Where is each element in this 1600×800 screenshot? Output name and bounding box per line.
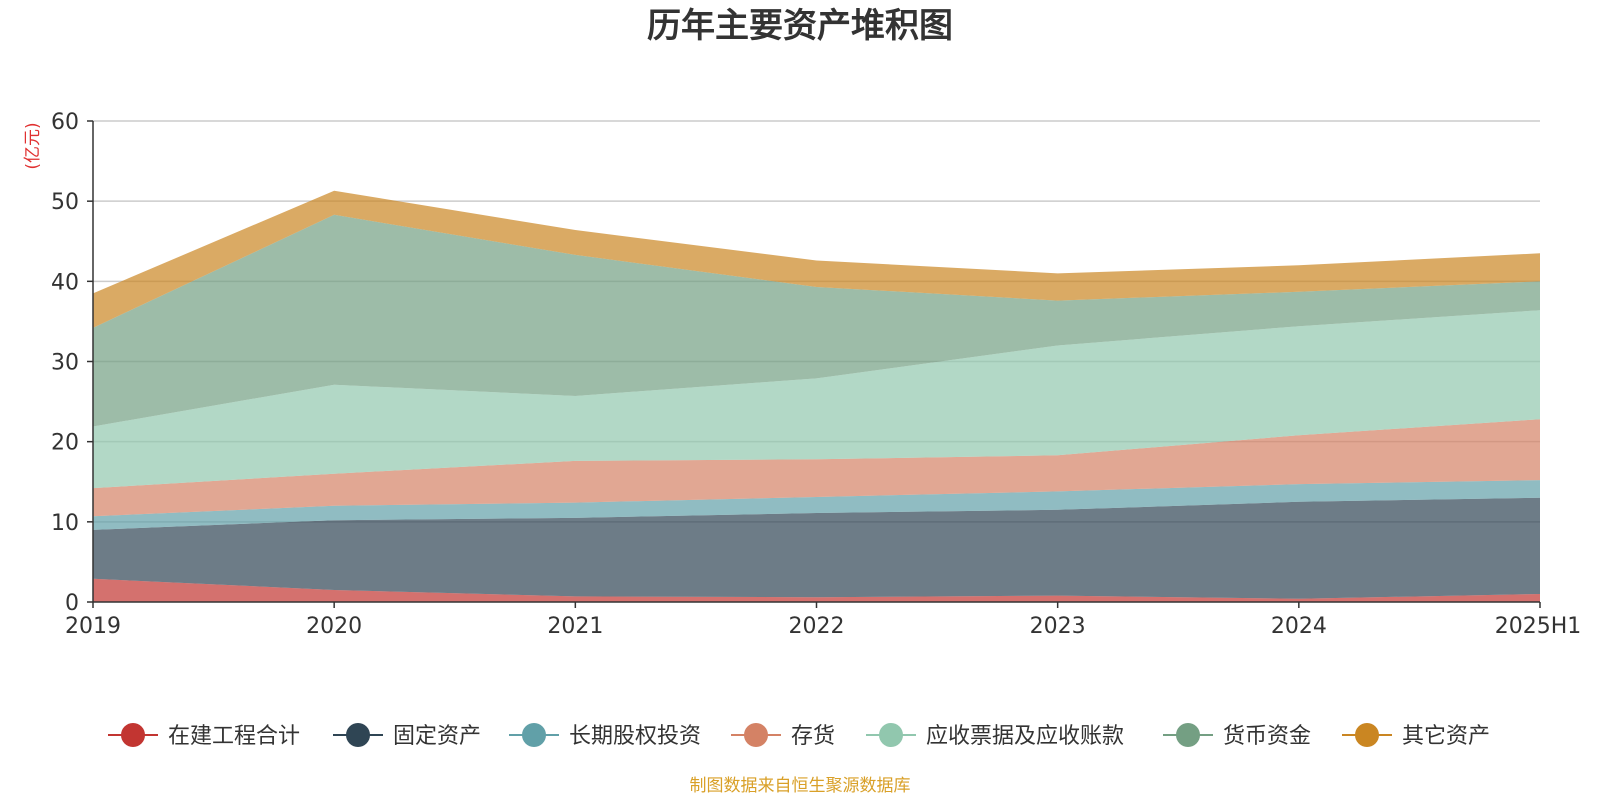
legend-item-6: 其它资产 [1342, 723, 1490, 749]
legend-marker [1176, 723, 1200, 747]
source-note: 制图数据来自恒生聚源数据库 [690, 776, 911, 796]
legend: 在建工程合计 固定资产 长期股权投资 存货 应收票据及应收账款 货币资金 其它资产 [108, 723, 1490, 749]
legend-marker [522, 723, 546, 747]
y-tick-label: 40 [51, 270, 79, 295]
area-series-0 [93, 578, 1540, 602]
area-series-4 [93, 310, 1540, 489]
legend-item-3: 存货 [731, 723, 835, 749]
legend-label: 应收票据及应收账款 [926, 724, 1124, 749]
y-tick-labels: 0 10 20 30 40 50 60 [51, 110, 93, 616]
area-series-group [93, 190, 1540, 602]
area-series-5 [93, 214, 1540, 427]
legend-label: 存货 [791, 724, 835, 749]
area-series-6 [93, 190, 1540, 328]
area-series-3 [93, 419, 1540, 517]
y-axis-unit-label: (亿元) [23, 122, 43, 169]
legend-item-0: 在建工程合计 [108, 723, 300, 749]
x-tick-labels: 2019 2020 2021 2022 2023 2024 2025H1 [65, 602, 1581, 639]
legend-marker [744, 723, 768, 747]
y-tick-label: 30 [51, 351, 79, 376]
legend-label: 其它资产 [1402, 724, 1490, 749]
y-tick-label: 60 [51, 110, 79, 135]
legend-marker [1355, 723, 1379, 747]
x-tick-label: 2025H1 [1495, 614, 1582, 639]
chart-title: 历年主要资产堆积图 [647, 6, 953, 46]
legend-item-5: 货币资金 [1163, 723, 1311, 749]
legend-label: 在建工程合计 [168, 724, 300, 749]
y-tick-label: 50 [51, 190, 79, 215]
legend-marker [121, 723, 145, 747]
legend-item-1: 固定资产 [333, 723, 481, 749]
x-tick-label: 2024 [1271, 614, 1327, 639]
x-tick-label: 2021 [547, 614, 603, 639]
x-tick-label: 2019 [65, 614, 121, 639]
legend-item-4: 应收票据及应收账款 [866, 723, 1124, 749]
y-tick-label: 0 [65, 591, 79, 616]
y-tick-label: 20 [51, 431, 79, 456]
area-series-1 [93, 497, 1540, 599]
legend-item-2: 长期股权投资 [509, 723, 701, 749]
y-tick-label: 10 [51, 511, 79, 536]
x-tick-label: 2023 [1030, 614, 1086, 639]
x-tick-label: 2022 [789, 614, 845, 639]
area-series-2 [93, 480, 1540, 530]
x-tick-label: 2020 [306, 614, 362, 639]
legend-marker [879, 723, 903, 747]
legend-label: 货币资金 [1223, 724, 1311, 749]
legend-label: 长期股权投资 [569, 724, 701, 749]
legend-label: 固定资产 [393, 724, 481, 749]
legend-marker [346, 723, 370, 747]
